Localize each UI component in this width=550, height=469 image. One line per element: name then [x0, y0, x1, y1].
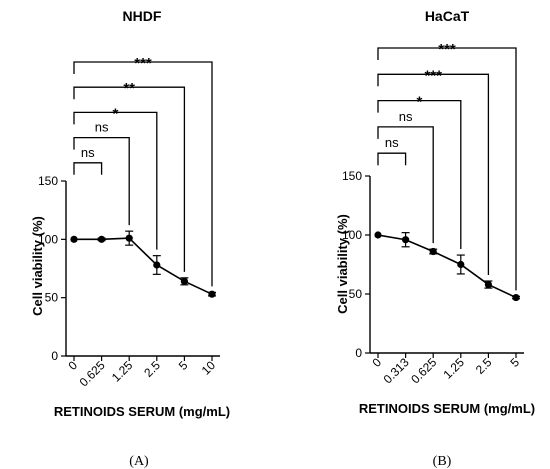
x-tick-label: 0	[369, 355, 384, 370]
data-point	[180, 277, 188, 285]
significance-label: ns	[385, 135, 399, 150]
x-tick-label: 5	[176, 358, 191, 373]
significance-bracket	[73, 162, 103, 175]
significance-bracket	[377, 152, 407, 166]
y-tick-label: 100	[342, 228, 362, 242]
y-tick-label: 50	[45, 291, 59, 305]
significance-label: ***	[424, 67, 442, 84]
y-tick-label: 100	[38, 232, 58, 246]
x-tick-label: 0	[65, 358, 80, 373]
data-point	[208, 290, 216, 298]
data-point	[484, 280, 492, 289]
chart-title: NHDF	[123, 8, 162, 24]
x-tick-label: 0.625	[77, 358, 108, 389]
data-point	[374, 231, 382, 239]
panel-label: (A)	[129, 454, 149, 469]
panel-label: (B)	[433, 454, 452, 469]
series-line	[74, 237, 213, 295]
y-axis-label: Cell viability (%)	[335, 214, 350, 314]
data-point	[153, 261, 161, 269]
x-axis-label: RETINOIDS SERUM (mg/mL)	[54, 404, 230, 419]
chart-panel-nhdf: NHDF Cell viability (%) RETINOIDS SERUM …	[30, 8, 230, 469]
significance-label: ***	[438, 41, 456, 58]
chart-panel-hacat: HaCaT Cell viability (%) RETINOIDS SERUM…	[335, 8, 535, 469]
y-axis-label: Cell viability (%)	[30, 216, 45, 316]
significance-label: **	[123, 80, 135, 97]
x-tick-label: 2.5	[473, 355, 495, 377]
significance-label: ns	[399, 109, 413, 124]
data-point	[125, 234, 133, 242]
x-tick-label: 0.625	[408, 355, 439, 386]
significance-label: ***	[134, 55, 152, 72]
significance-bracket	[73, 61, 213, 287]
chart-title: HaCaT	[425, 8, 470, 24]
significance-label: *	[112, 105, 118, 122]
significance-bracket	[377, 47, 517, 291]
series-line	[377, 234, 517, 299]
x-tick-label: 1.25	[109, 358, 136, 385]
significance-bracket	[73, 136, 130, 226]
significance-label: ns	[95, 120, 109, 135]
x-tick-label: 10	[199, 358, 219, 378]
data-point	[70, 235, 78, 243]
data-point	[429, 247, 437, 256]
x-tick-label: 0.313	[381, 355, 412, 386]
significance-bracket	[73, 86, 186, 272]
y-tick-label: 50	[349, 287, 363, 301]
data-point	[98, 235, 106, 243]
x-tick-label: 2.5	[141, 358, 163, 380]
y-tick-label: 0	[355, 346, 362, 360]
data-point	[457, 260, 465, 269]
significance-bracket	[73, 111, 158, 250]
data-point	[402, 236, 410, 244]
y-tick-label: 0	[51, 349, 58, 363]
significance-label: *	[416, 94, 422, 111]
significance-label: ns	[81, 145, 95, 160]
significance-bracket	[377, 99, 462, 250]
x-tick-label: 5	[507, 355, 522, 370]
x-tick-label: 1.25	[441, 355, 468, 382]
data-point	[512, 293, 520, 302]
x-axis-label: RETINOIDS SERUM (mg/mL)	[359, 401, 535, 416]
y-tick-label: 150	[342, 169, 362, 183]
y-tick-label: 150	[38, 174, 58, 188]
significance-bracket	[377, 126, 434, 244]
significance-bracket	[377, 73, 490, 276]
